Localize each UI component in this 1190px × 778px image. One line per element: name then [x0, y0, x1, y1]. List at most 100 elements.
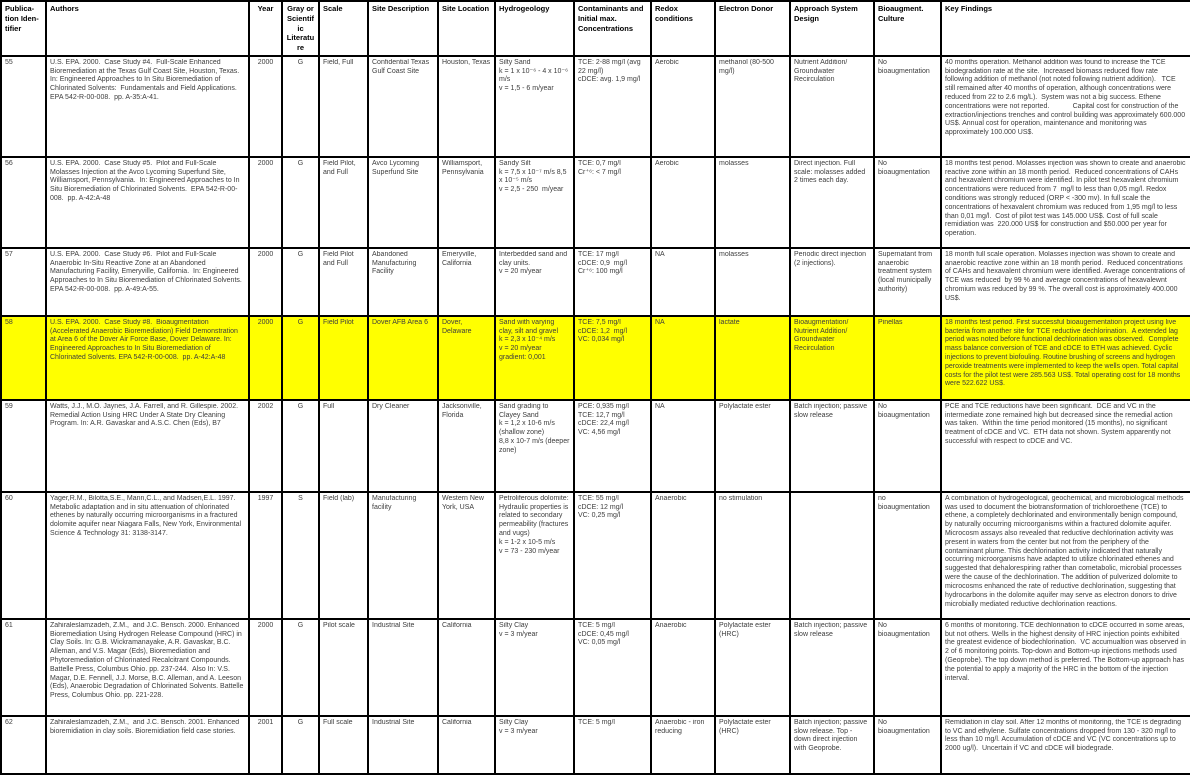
column-header-redox-conditions: Redox conditions [650, 0, 716, 57]
column-header-key-findings: Key Findings [940, 0, 1190, 57]
cell-key-findings: Remidiation in clay soil. After 12 month… [940, 714, 1190, 775]
cell-authors: U.S. EPA. 2000. Case Study #6. Pilot and… [45, 246, 250, 317]
cell-text: molasses [719, 250, 749, 258]
cell-redox-conditions: Anaerobic [650, 490, 716, 620]
cell-gray-or-scientific: G [281, 714, 320, 775]
cell-text: no stimulation [719, 494, 763, 502]
cell-text: Remidiation in clay soil. After 12 month… [945, 718, 1183, 753]
cell-year: 2000 [248, 155, 283, 249]
cell-text: Full scale [323, 718, 353, 726]
cell-bioaugment-culture: No bioaugmentation [873, 155, 942, 249]
column-header-year: Year [248, 0, 283, 57]
cell-text: California [442, 718, 472, 726]
cell-approach-system-design: Batch injection; passive slow release. T… [789, 714, 875, 775]
cell-year: 2002 [248, 398, 283, 493]
cell-text: 58 [5, 318, 13, 326]
cell-text: No bioaugmentation [878, 402, 930, 419]
table-row: 56 U.S. EPA. 2000. Case Study #5. Pilot a… [0, 155, 1190, 249]
cell-text: Batch injection; passive slow release [794, 621, 870, 638]
cell-key-findings: A combination of hydrogeological, geoche… [940, 490, 1190, 620]
cell-text: 18 month full scale operation. Molasses … [945, 250, 1187, 302]
column-header-scale: Scale [318, 0, 369, 57]
cell-redox-conditions: NA [650, 314, 716, 401]
cell-text: Williamsport, Pennsylvania [442, 159, 485, 176]
cell-text: Dover AFB Area 6 [372, 318, 429, 326]
cell-text: NA [655, 318, 665, 326]
cell-publication-id: 58 [0, 314, 47, 401]
cell-text: G [297, 318, 304, 326]
cell-site-location: Emeryville, California [437, 246, 496, 317]
cell-year: 2000 [248, 314, 283, 401]
cell-text: G [297, 58, 304, 66]
cell-text: Polylactate ester (HRC) [719, 718, 773, 735]
cell-text: Pinellas [878, 318, 903, 326]
cell-publication-id: 60 [0, 490, 47, 620]
cell-text: Abandoned Manufacturing Facility [372, 250, 419, 276]
cell-text: Sandy Silt k = 7,5 x 10⁻⁷ m/s 8,5 x 10⁻⁵… [499, 159, 567, 194]
cell-key-findings: 40 months operation. Methanol addition w… [940, 54, 1190, 158]
cell-text: TCE: 2-88 mg/l (avg 22 mg/l) cDCE: avg. … [578, 58, 641, 84]
table-header: Publica- tion Iden- tifier Authors Year … [0, 0, 1190, 57]
cell-gray-or-scientific: G [281, 617, 320, 717]
cell-approach-system-design: Nutrient Addition/ Groundwater Recircula… [789, 54, 875, 158]
cell-bioaugment-culture: No bioaugmentation [873, 617, 942, 717]
column-header-electron-donor: Electron Donor [714, 0, 791, 57]
cell-bioaugment-culture: no bioaugmentation [873, 490, 942, 620]
cell-text: Nutrient Addition/ Groundwater Recircula… [794, 58, 850, 84]
cell-text: U.S. EPA. 2000. Case Study #8. Bioaugmen… [50, 318, 240, 361]
cell-authors: Zahiraleslamzadeh, Z.M., and J.C. Bensch… [45, 617, 250, 717]
cell-electron-donor: lactate [714, 314, 791, 401]
table-row: 55 U.S. EPA. 2000. Case Study #4. Full-Sc… [0, 54, 1190, 158]
cell-text: 2001 [257, 718, 274, 726]
cell-authors: U.S. EPA. 2000. Case Study #4. Full-Scal… [45, 54, 250, 158]
cell-publication-id: 55 [0, 54, 47, 158]
column-header-authors: Authors [45, 0, 250, 57]
cell-text: Anaerobic - iron reducing [655, 718, 707, 735]
cell-text: G [297, 402, 304, 410]
cell-hydrogeology: Silty Clay v = 3 m/year [494, 714, 575, 775]
cell-text [794, 495, 870, 616]
cell-text: TCE: 5 mg/l cDCE: 0,45 mg/l VC: 0,05 mg/… [578, 621, 629, 647]
cell-text: A combination of hydrogeological, geoche… [945, 494, 1186, 608]
cell-text: Full [323, 402, 335, 410]
cell-text: 2000 [257, 58, 274, 66]
cell-text: Manufacturing facility [372, 494, 419, 511]
cell-text: Silty Clay v = 3 m/year [499, 621, 538, 638]
cell-text: California [442, 621, 472, 629]
cell-text: Periodic direct injection (2 injections)… [794, 250, 868, 267]
cell-gray-or-scientific: G [281, 314, 320, 401]
cell-site-description: Avco Lycoming Superfund Site [367, 155, 439, 249]
cell-text: Polylactate ester (HRC) [719, 621, 773, 638]
cell-scale: Pilot scale [318, 617, 369, 717]
cell-text: 2000 [257, 621, 274, 629]
cell-text: Western New York, USA [442, 494, 486, 511]
cell-text: NA [655, 250, 665, 258]
column-header-gray-or-scientific: Gray or Scientific Literature [281, 0, 320, 57]
cell-text: Direct injection. Full scale: molasses a… [794, 159, 868, 185]
cell-scale: Field Pilot, and Full [318, 155, 369, 249]
cell-text: U.S. EPA. 2000. Case Study #5. Pilot and… [50, 159, 242, 202]
cell-site-location: Williamsport, Pennsylvania [437, 155, 496, 249]
cell-text: G [297, 159, 304, 167]
cell-text: TCE: 7,5 mg/l cDCE: 1,2 mg/l VC: 0,034 m… [578, 318, 628, 344]
cell-bioaugment-culture: Supernatant from anaerobic treatment sys… [873, 246, 942, 317]
cell-electron-donor: methanol (80-500 mg/l) [714, 54, 791, 158]
cell-hydrogeology: Sand with varying clay, silt and gravel … [494, 314, 575, 401]
column-header-site-description: Site Description [367, 0, 439, 57]
cell-electron-donor: no stimulation [714, 490, 791, 620]
cell-hydrogeology: Sandy Silt k = 7,5 x 10⁻⁷ m/s 8,5 x 10⁻⁵… [494, 155, 575, 249]
cell-publication-id: 56 [0, 155, 47, 249]
cell-text: No bioaugmentation [878, 718, 930, 735]
cell-site-location: Jacksonville, Florida [437, 398, 496, 493]
cell-redox-conditions: Anaerobic - iron reducing [650, 714, 716, 775]
cell-text: 18 months test period. Molasses injectio… [945, 159, 1186, 238]
cell-text: molasses [719, 159, 749, 167]
cell-electron-donor: Polylactate ester (HRC) [714, 714, 791, 775]
column-header-approach-system-design: Approach System Design [789, 0, 875, 57]
cell-year: 2000 [248, 617, 283, 717]
cell-redox-conditions: NA [650, 246, 716, 317]
cell-scale: Field Pilot and Full [318, 246, 369, 317]
cell-text: Field Pilot and Full [323, 250, 356, 267]
cell-site-description: Industrial Site [367, 714, 439, 775]
